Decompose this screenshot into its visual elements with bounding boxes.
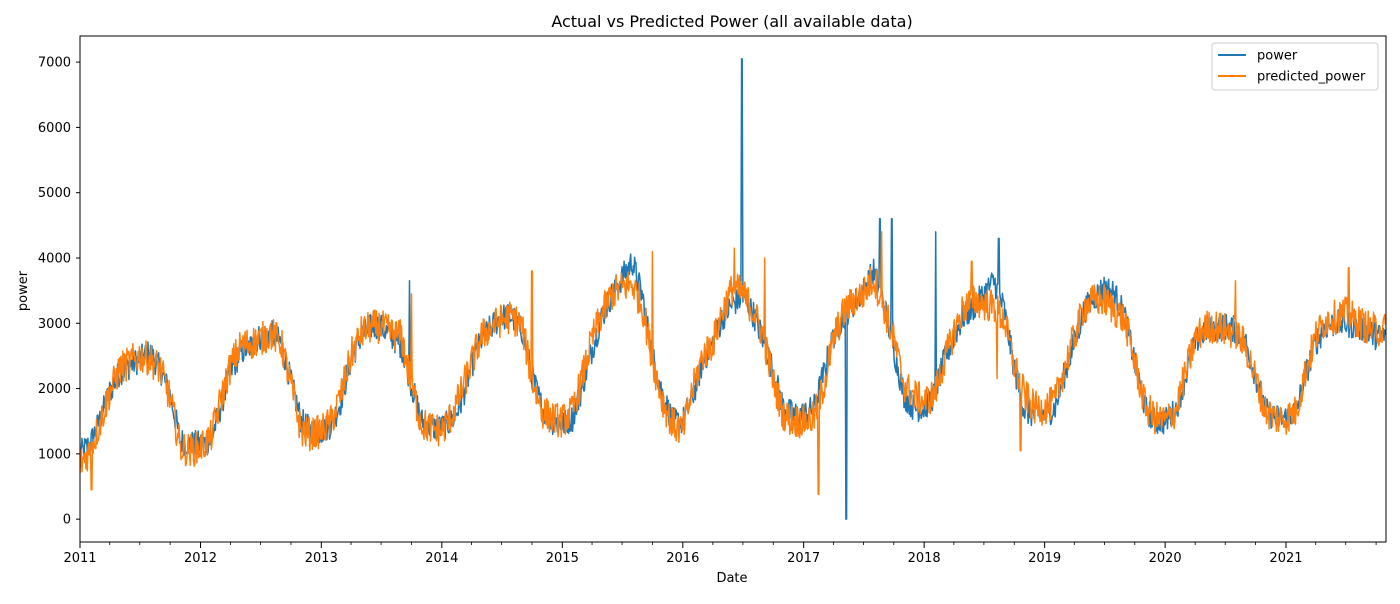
- series-line-predicted-power: [80, 231, 1386, 496]
- legend-label-predicted-power: predicted_power: [1257, 70, 1366, 85]
- y-tick-label: 1000: [38, 447, 71, 462]
- x-tick-label: 2020: [1149, 551, 1182, 566]
- x-tick-label: 2011: [63, 551, 96, 566]
- x-tick-label: 2017: [787, 551, 820, 566]
- plot-area: [79, 35, 1387, 543]
- x-tick-label: 2015: [546, 551, 579, 566]
- y-tick-label: 7000: [38, 56, 71, 71]
- x-axis-label: Date: [716, 571, 747, 586]
- x-tick-label: 2019: [1028, 551, 1061, 566]
- x-tick-label: 2013: [305, 551, 338, 566]
- chart-title: Actual vs Predicted Power (all available…: [551, 12, 912, 31]
- x-axis: 2011 2012 2013 2014 2015 2016 2017 2018 2019 2020…: [63, 542, 1377, 566]
- x-tick-label: 2012: [184, 551, 217, 566]
- y-tick-label: 6000: [38, 121, 71, 136]
- y-axis: 0 1000 2000 3000 4000 5000 6000 7000: [38, 56, 80, 528]
- legend-box: [1211, 42, 1379, 91]
- plot-frame: [79, 35, 1387, 543]
- y-axis-label: power: [16, 270, 31, 311]
- y-tick-label: 0: [63, 513, 71, 528]
- x-tick-label: 2018: [908, 551, 941, 566]
- y-tick-label: 5000: [38, 186, 71, 201]
- y-tick-label: 2000: [38, 382, 71, 397]
- y-tick-label: 4000: [38, 251, 71, 266]
- x-tick-label: 2016: [666, 551, 699, 566]
- x-tick-label: 2014: [425, 551, 458, 566]
- y-tick-label: 3000: [38, 317, 71, 332]
- legend: power predicted_power: [1211, 42, 1379, 91]
- x-tick-label: 2021: [1269, 551, 1302, 566]
- legend-label-power: power: [1257, 49, 1298, 64]
